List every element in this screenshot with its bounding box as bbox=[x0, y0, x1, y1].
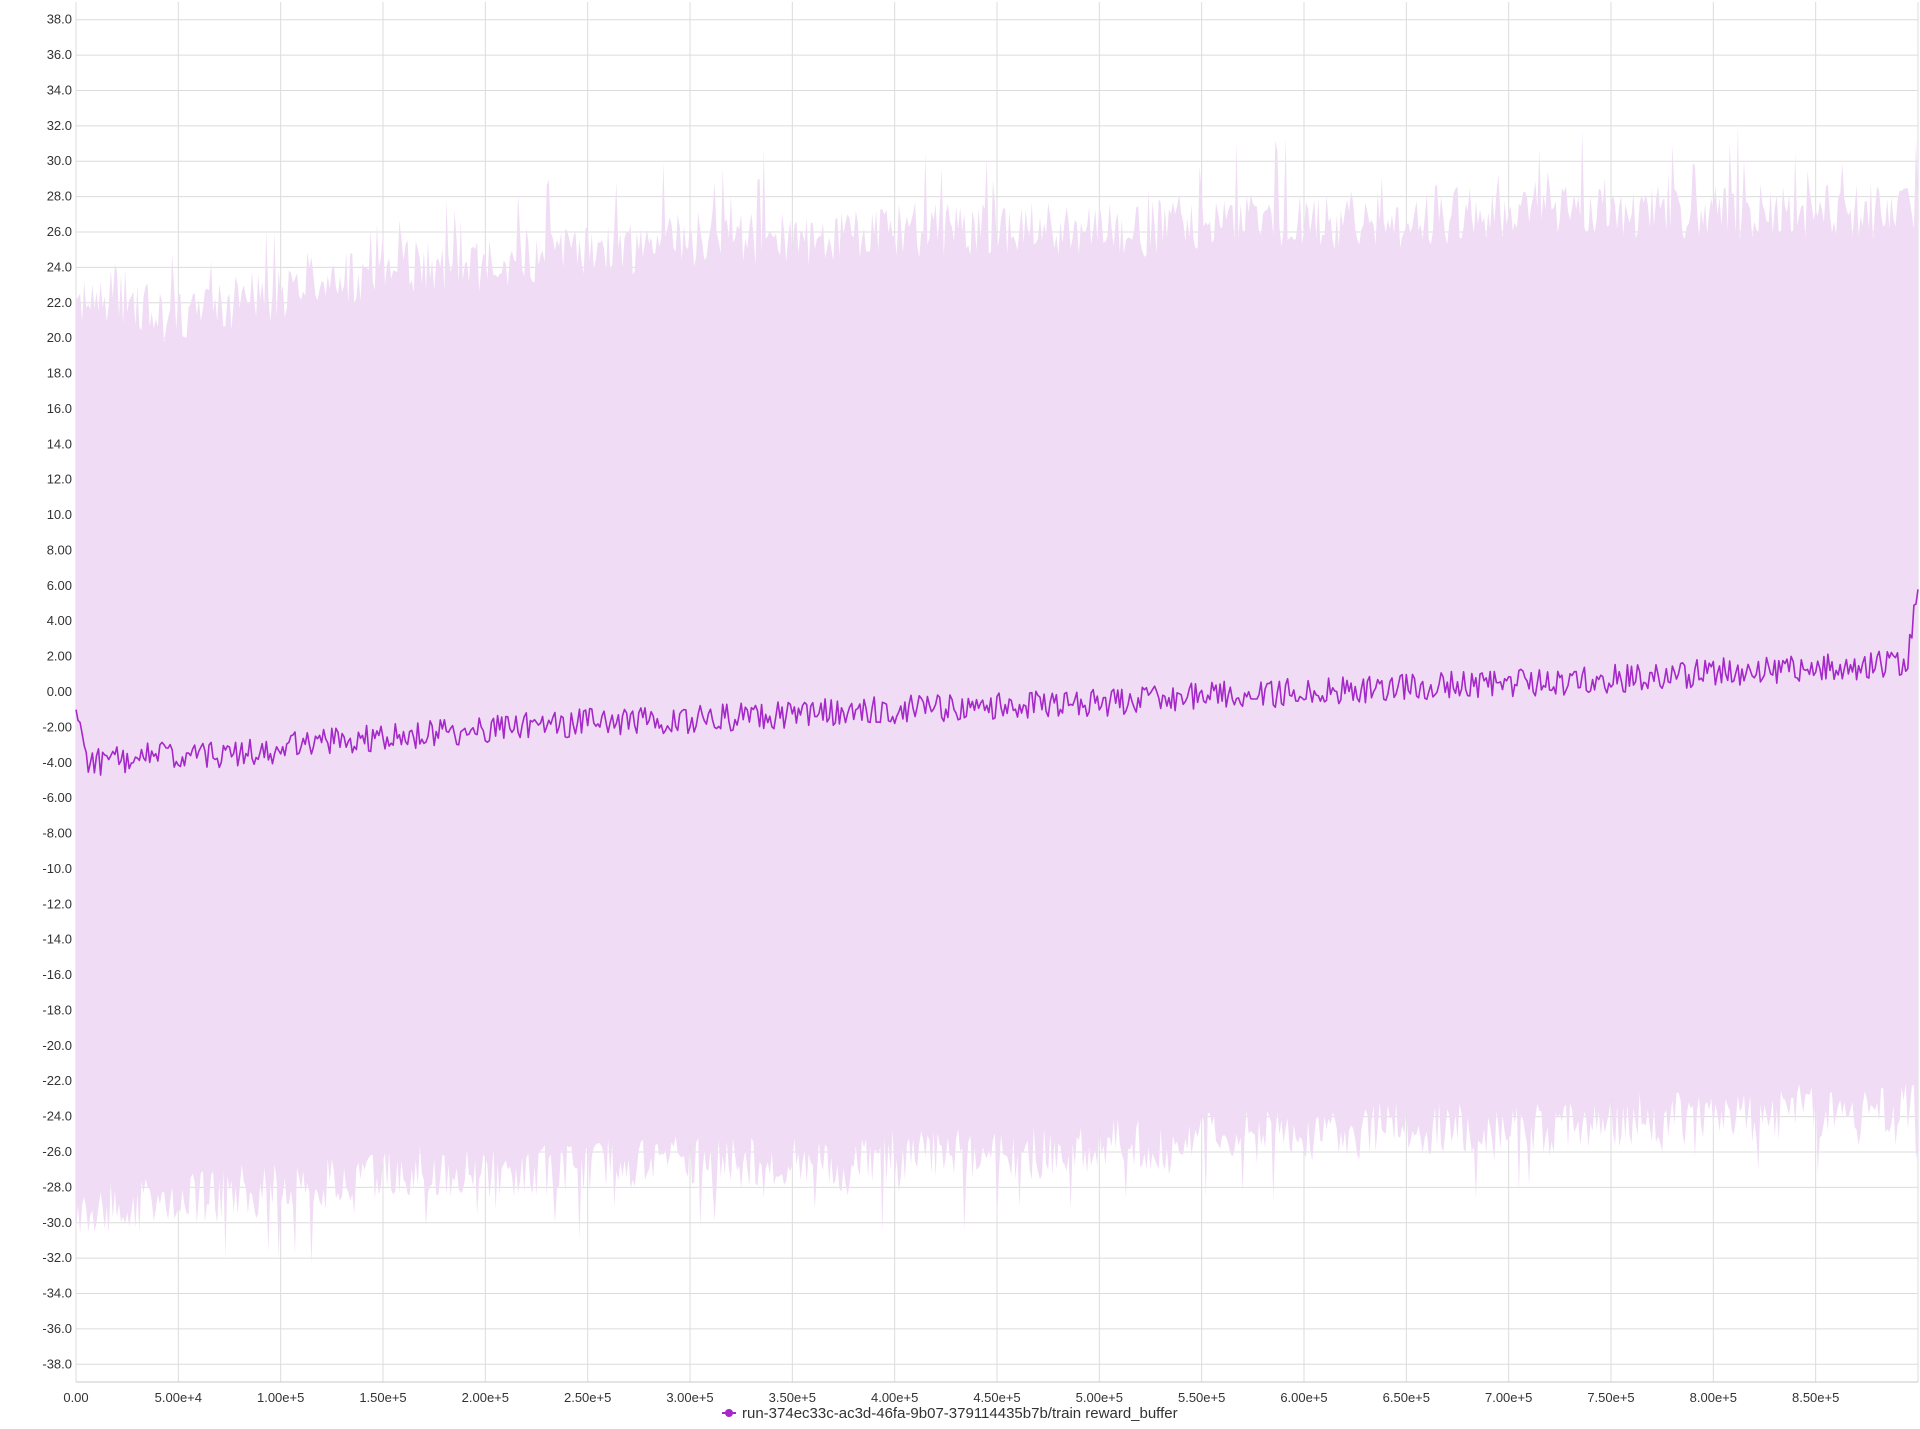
y-tick-label: 28.0 bbox=[47, 189, 72, 204]
y-tick-label: -4.00 bbox=[42, 755, 72, 770]
x-tick-label: 8.50e+5 bbox=[1792, 1390, 1839, 1405]
x-tick-label: 2.00e+5 bbox=[462, 1390, 509, 1405]
x-tick-label: 1.00e+5 bbox=[257, 1390, 304, 1405]
y-tick-label: 12.0 bbox=[47, 472, 72, 487]
x-tick-label: 4.50e+5 bbox=[973, 1390, 1020, 1405]
y-tick-label: -32.0 bbox=[42, 1250, 72, 1265]
x-tick-label: 5.00e+5 bbox=[1076, 1390, 1123, 1405]
axis-layer: 38.0 36.0 34.0 32.0 30.0 28.0 26.0 24.0 22.0 20.0… bbox=[42, 12, 1918, 1405]
y-tick-label: 10.0 bbox=[47, 507, 72, 522]
y-tick-label: 36.0 bbox=[47, 47, 72, 62]
y-tick-label: -14.0 bbox=[42, 932, 72, 947]
y-tick-label: -16.0 bbox=[42, 967, 72, 982]
x-tick-label: 1.50e+5 bbox=[359, 1390, 406, 1405]
y-tick-label: -22.0 bbox=[42, 1073, 72, 1088]
y-tick-label: -18.0 bbox=[42, 1002, 72, 1017]
x-tick-label: 3.00e+5 bbox=[666, 1390, 713, 1405]
line-layer bbox=[75, 589, 1919, 776]
x-tick-label: 8.00e+5 bbox=[1690, 1390, 1737, 1405]
x-tick-label: 2.50e+5 bbox=[564, 1390, 611, 1405]
y-tick-label: 16.0 bbox=[47, 401, 72, 416]
series-mean-line bbox=[75, 589, 1919, 776]
x-tick-label: 6.50e+5 bbox=[1383, 1390, 1430, 1405]
y-tick-label: 38.0 bbox=[47, 12, 72, 27]
x-tick-label: 7.50e+5 bbox=[1587, 1390, 1634, 1405]
legend-label: run-374ec33c-ac3d-46fa-9b07-379114435b7b… bbox=[742, 1405, 1178, 1422]
y-tick-label: -24.0 bbox=[42, 1109, 72, 1124]
y-tick-label: -8.00 bbox=[42, 826, 72, 841]
y-tick-label: 0.00 bbox=[47, 684, 72, 699]
y-tick-label: 32.0 bbox=[47, 118, 72, 133]
y-tick-label: 4.00 bbox=[47, 613, 72, 628]
y-tick-label: -12.0 bbox=[42, 896, 72, 911]
y-tick-label: -20.0 bbox=[42, 1038, 72, 1053]
x-tick-label: 3.50e+5 bbox=[769, 1390, 816, 1405]
y-tick-label: -2.00 bbox=[42, 719, 72, 734]
y-tick-label: -6.00 bbox=[42, 790, 72, 805]
y-tick-label: 6.00 bbox=[47, 578, 72, 593]
y-tick-label: 8.00 bbox=[47, 542, 72, 557]
y-tick-label: 18.0 bbox=[47, 366, 72, 381]
y-tick-label: 24.0 bbox=[47, 259, 72, 274]
y-tick-label: 34.0 bbox=[47, 82, 72, 97]
x-tick-label: 7.00e+5 bbox=[1485, 1390, 1532, 1405]
x-tick-label: 0.00 bbox=[63, 1390, 88, 1405]
y-tick-label: -26.0 bbox=[42, 1144, 72, 1159]
y-tick-label: -34.0 bbox=[42, 1286, 72, 1301]
legend[interactable]: run-374ec33c-ac3d-46fa-9b07-379114435b7b… bbox=[722, 1405, 1178, 1422]
x-tick-label: 5.50e+5 bbox=[1178, 1390, 1225, 1405]
y-tick-label: -38.0 bbox=[42, 1356, 72, 1371]
x-tick-label: 4.00e+5 bbox=[871, 1390, 918, 1405]
y-tick-label: -10.0 bbox=[42, 861, 72, 876]
y-tick-label: 22.0 bbox=[47, 295, 72, 310]
y-tick-label: 14.0 bbox=[47, 436, 72, 451]
legend-swatch-dot bbox=[725, 1409, 733, 1417]
y-tick-label: 26.0 bbox=[47, 224, 72, 239]
y-tick-label: 30.0 bbox=[47, 153, 72, 168]
x-tick-label: 5.00e+4 bbox=[155, 1390, 202, 1405]
y-tick-label: -30.0 bbox=[42, 1215, 72, 1230]
x-tick-label: 6.00e+5 bbox=[1280, 1390, 1327, 1405]
y-tick-label: -36.0 bbox=[42, 1321, 72, 1336]
y-tick-label: 20.0 bbox=[47, 330, 72, 345]
y-tick-label: 2.00 bbox=[47, 649, 72, 664]
y-tick-label: -28.0 bbox=[42, 1179, 72, 1194]
